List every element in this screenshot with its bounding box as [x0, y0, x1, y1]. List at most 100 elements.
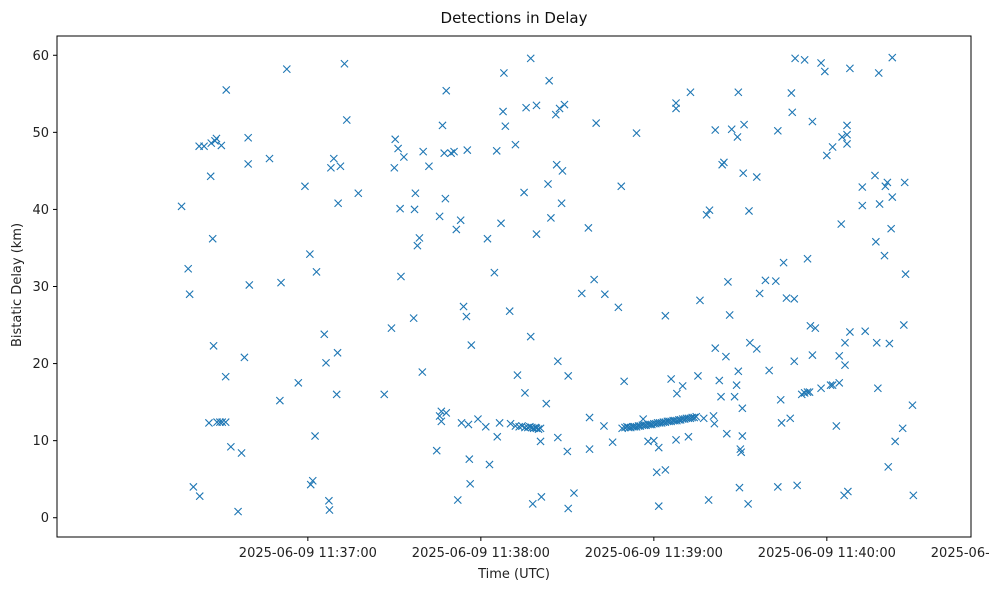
data-point-marker — [788, 108, 797, 117]
data-point-marker — [564, 371, 573, 380]
data-point-marker — [843, 487, 852, 496]
data-point-marker — [396, 272, 405, 281]
data-point-marker — [564, 504, 573, 513]
data-point-marker — [467, 341, 476, 350]
data-point-marker — [534, 425, 543, 434]
data-point-marker — [739, 169, 748, 178]
data-point-marker — [532, 230, 541, 239]
data-point-marker — [843, 139, 852, 148]
data-point-marker — [899, 321, 908, 330]
data-point-marker — [526, 332, 535, 341]
data-point-marker — [537, 492, 546, 501]
data-point-marker — [441, 194, 450, 203]
data-point-marker — [908, 401, 917, 410]
data-point-marker — [771, 277, 780, 286]
data-point-marker — [693, 371, 702, 380]
data-point-marker — [590, 275, 599, 284]
data-point-marker — [473, 415, 482, 424]
data-point-marker — [396, 204, 405, 213]
data-point-marker — [843, 130, 852, 139]
data-point-marker — [608, 438, 617, 447]
data-point-marker — [437, 417, 446, 426]
data-point-marker — [211, 136, 219, 145]
data-point-marker — [456, 216, 465, 225]
data-point-marker — [672, 104, 681, 113]
data-point-marker — [872, 338, 881, 347]
data-point-marker — [560, 100, 569, 109]
chart-title: Detections in Delay — [441, 9, 588, 27]
data-point-marker — [387, 324, 396, 333]
data-point-marker — [734, 88, 743, 97]
data-point-marker — [438, 121, 447, 130]
data-point-marker — [440, 149, 449, 158]
data-point-marker — [505, 307, 514, 316]
x-tick-label: 2025-06-09 11:39:00 — [585, 546, 723, 561]
data-point-marker — [727, 125, 736, 134]
data-point-marker — [776, 395, 785, 404]
data-point-marker — [702, 210, 711, 219]
data-point-marker — [837, 220, 846, 229]
data-point-marker — [678, 381, 687, 390]
plot-frame — [56, 35, 972, 538]
data-point-marker — [786, 414, 795, 423]
data-point-marker — [621, 423, 629, 432]
data-point-marker — [553, 357, 562, 366]
data-point-marker — [522, 103, 531, 112]
data-point-marker — [336, 162, 345, 171]
data-point-marker — [221, 418, 230, 427]
data-point-marker — [189, 482, 198, 491]
data-point-marker — [195, 492, 204, 501]
data-point-marker — [184, 264, 193, 273]
y-axis-label: Bistatic Delay (km) — [10, 223, 25, 347]
data-point-marker — [551, 110, 560, 119]
data-point-marker — [399, 153, 408, 161]
data-point-marker — [721, 352, 730, 361]
data-point-marker — [803, 388, 812, 397]
x-tick-label: 2025-06-09 11:40:00 — [758, 546, 896, 561]
data-point-marker — [845, 327, 854, 336]
data-point-marker — [329, 154, 338, 163]
data-point-marker — [884, 462, 893, 471]
data-point-marker — [845, 64, 854, 73]
data-point-marker — [690, 413, 699, 422]
data-point-marker — [493, 432, 502, 441]
data-point-marker — [200, 142, 209, 151]
y-tick-label: 0 — [41, 511, 49, 526]
data-point-marker — [305, 250, 314, 259]
data-point-marker — [542, 399, 551, 408]
data-point-marker — [620, 377, 629, 386]
data-point-marker — [244, 159, 253, 168]
data-point-marker — [888, 53, 897, 62]
data-point-marker — [222, 85, 231, 94]
data-point-marker — [880, 251, 889, 260]
data-point-marker — [730, 392, 739, 401]
x-tick-label: 2025-06-09 11:37:00 — [239, 546, 377, 561]
data-point-marker — [459, 302, 468, 311]
data-point-marker — [803, 254, 812, 263]
data-point-marker — [490, 268, 499, 277]
data-point-marker — [546, 213, 555, 222]
data-point-marker — [501, 122, 510, 131]
data-point-marker — [805, 388, 814, 397]
data-point-marker — [740, 120, 749, 129]
data-point-marker — [808, 351, 817, 360]
data-point-marker — [312, 267, 321, 276]
data-point-marker — [563, 447, 572, 456]
data-point-marker — [520, 388, 529, 397]
data-point-marker — [177, 202, 186, 211]
data-point-marker — [841, 361, 849, 370]
data-point-marker — [569, 489, 578, 498]
data-point-marker — [790, 294, 799, 303]
data-point-marker — [811, 324, 820, 333]
data-point-marker — [532, 101, 541, 110]
x-tick-label: 2025-06-09 11:41:00 — [931, 546, 989, 561]
data-point-marker — [585, 413, 594, 422]
data-point-marker — [618, 424, 627, 433]
data-point-marker — [822, 151, 831, 160]
data-point-marker — [800, 55, 809, 64]
data-point-marker — [506, 419, 515, 428]
data-point-marker — [320, 330, 329, 339]
data-point-marker — [715, 376, 724, 385]
data-point-marker — [390, 163, 399, 172]
data-point-marker — [457, 418, 466, 427]
